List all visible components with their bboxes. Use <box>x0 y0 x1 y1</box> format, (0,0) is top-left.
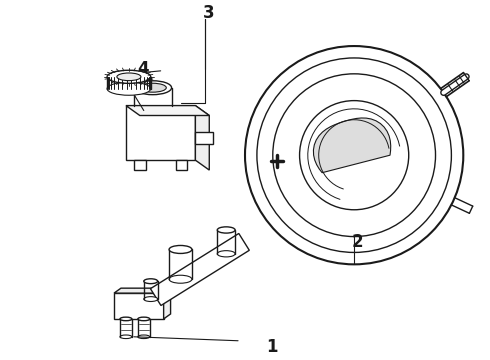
Text: 1: 1 <box>266 338 277 356</box>
Polygon shape <box>126 105 196 160</box>
Ellipse shape <box>144 279 158 284</box>
Ellipse shape <box>217 251 235 257</box>
Polygon shape <box>126 105 209 116</box>
Ellipse shape <box>169 275 192 283</box>
Ellipse shape <box>138 335 150 338</box>
Polygon shape <box>114 293 164 319</box>
Ellipse shape <box>144 297 158 302</box>
Ellipse shape <box>138 317 150 321</box>
Ellipse shape <box>117 73 141 81</box>
Ellipse shape <box>120 317 132 321</box>
Polygon shape <box>196 132 213 144</box>
Polygon shape <box>134 160 146 170</box>
Ellipse shape <box>134 81 172 95</box>
Ellipse shape <box>217 227 235 233</box>
Polygon shape <box>314 118 391 173</box>
Polygon shape <box>175 160 188 170</box>
Text: 2: 2 <box>351 233 363 251</box>
Polygon shape <box>164 288 171 319</box>
Polygon shape <box>196 105 209 170</box>
Ellipse shape <box>107 82 151 95</box>
Polygon shape <box>150 234 249 306</box>
Text: 4: 4 <box>137 60 148 78</box>
Polygon shape <box>114 288 171 293</box>
Ellipse shape <box>107 70 151 84</box>
Text: 3: 3 <box>202 4 214 22</box>
Ellipse shape <box>139 83 166 92</box>
Ellipse shape <box>169 246 192 253</box>
Ellipse shape <box>120 335 132 338</box>
Circle shape <box>299 100 409 210</box>
